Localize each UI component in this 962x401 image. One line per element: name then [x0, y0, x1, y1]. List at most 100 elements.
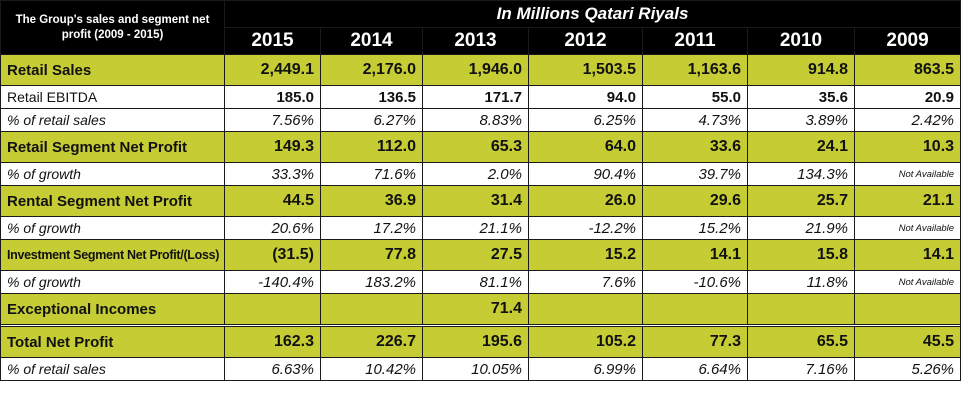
value-cell: 27.5	[423, 240, 529, 271]
value-cell: 81.1%	[423, 271, 529, 294]
financial-table: The Group's sales and segment net profit…	[0, 0, 961, 381]
table-row-investment-segment-net-profit-loss: Investment Segment Net Profit/(Loss) (31.…	[1, 240, 961, 271]
value-cell: 20.6%	[225, 217, 321, 240]
row-label: Investment Segment Net Profit/(Loss)	[1, 240, 225, 271]
value-cell: 90.4%	[529, 163, 643, 186]
value-cell: 14.1	[643, 240, 748, 271]
row-label: Rental Segment Net Profit	[1, 186, 225, 217]
table-row-of-growth: % of growth 33.3% 71.6% 2.0% 90.4% 39.7% 134.3…	[1, 163, 961, 186]
value-cell	[855, 294, 961, 325]
row-label: Exceptional Incomes	[1, 294, 225, 325]
table-row-rental-segment-net-profit: Rental Segment Net Profit 44.5 36.9 31.4 26.…	[1, 186, 961, 217]
value-cell: 17.2%	[321, 217, 423, 240]
row-label: Retail EBITDA	[1, 86, 225, 109]
value-cell: 10.42%	[321, 358, 423, 381]
value-cell: 226.7	[321, 327, 423, 358]
row-label: % of retail sales	[1, 358, 225, 381]
value-cell: 6.99%	[529, 358, 643, 381]
value-cell: 105.2	[529, 327, 643, 358]
value-cell: Not Available	[855, 217, 961, 240]
value-cell: 5.26%	[855, 358, 961, 381]
year-header: 2014	[321, 28, 423, 55]
value-cell: 6.64%	[643, 358, 748, 381]
value-cell: 2,449.1	[225, 55, 321, 86]
value-cell: 134.3%	[748, 163, 855, 186]
units-label: In Millions Qatari Riyals	[225, 1, 961, 28]
value-cell: 183.2%	[321, 271, 423, 294]
year-header: 2009	[855, 28, 961, 55]
table-row-total-net-profit: Total Net Profit 162.3 226.7 195.6 105.2 77.3…	[1, 327, 961, 358]
value-cell: 15.8	[748, 240, 855, 271]
value-cell: 6.25%	[529, 109, 643, 132]
value-cell: (31.5)	[225, 240, 321, 271]
year-header: 2012	[529, 28, 643, 55]
table-row-retail-sales: Retail Sales 2,449.1 2,176.0 1,946.0 1,503.5…	[1, 55, 961, 86]
value-cell: 33.6	[643, 132, 748, 163]
value-cell: 44.5	[225, 186, 321, 217]
value-cell: 21.9%	[748, 217, 855, 240]
value-cell: 3.89%	[748, 109, 855, 132]
table-row-of-retail-sales: % of retail sales 7.56% 6.27% 8.83% 6.25% 4.7…	[1, 109, 961, 132]
value-cell: 171.7	[423, 86, 529, 109]
table-title: The Group's sales and segment net profit…	[1, 1, 225, 55]
row-label: Total Net Profit	[1, 327, 225, 358]
value-cell: 8.83%	[423, 109, 529, 132]
table-row-exceptional-incomes: Exceptional Incomes 71.4	[1, 294, 961, 325]
value-cell: 2.42%	[855, 109, 961, 132]
value-cell: 94.0	[529, 86, 643, 109]
year-header: 2010	[748, 28, 855, 55]
value-cell: 1,163.6	[643, 55, 748, 86]
value-cell: -10.6%	[643, 271, 748, 294]
value-cell: Not Available	[855, 163, 961, 186]
value-cell	[529, 294, 643, 325]
value-cell: 10.05%	[423, 358, 529, 381]
value-cell: 36.9	[321, 186, 423, 217]
value-cell: 914.8	[748, 55, 855, 86]
value-cell: 185.0	[225, 86, 321, 109]
value-cell: 65.3	[423, 132, 529, 163]
value-cell: 10.3	[855, 132, 961, 163]
value-cell: 7.6%	[529, 271, 643, 294]
value-cell	[748, 294, 855, 325]
value-cell: 45.5	[855, 327, 961, 358]
year-header: 2015	[225, 28, 321, 55]
table-row-retail-ebitda: Retail EBITDA 185.0 136.5 171.7 94.0 55.0 35.6…	[1, 86, 961, 109]
table-body: Retail Sales 2,449.1 2,176.0 1,946.0 1,503.5…	[1, 55, 961, 381]
value-cell: 71.6%	[321, 163, 423, 186]
value-cell: 15.2	[529, 240, 643, 271]
value-cell: 29.6	[643, 186, 748, 217]
value-cell: 14.1	[855, 240, 961, 271]
value-cell: 11.8%	[748, 271, 855, 294]
value-cell: 195.6	[423, 327, 529, 358]
value-cell: 149.3	[225, 132, 321, 163]
value-cell: 21.1	[855, 186, 961, 217]
value-cell: 7.56%	[225, 109, 321, 132]
value-cell: 2,176.0	[321, 55, 423, 86]
header-row-units: The Group's sales and segment net profit…	[1, 1, 961, 28]
value-cell: 15.2%	[643, 217, 748, 240]
value-cell: 25.7	[748, 186, 855, 217]
value-cell: -12.2%	[529, 217, 643, 240]
value-cell: 55.0	[643, 86, 748, 109]
table-row-of-growth: % of growth -140.4% 183.2% 81.1% 7.6% -10.6% 1…	[1, 271, 961, 294]
value-cell: 20.9	[855, 86, 961, 109]
value-cell: 21.1%	[423, 217, 529, 240]
value-cell: 112.0	[321, 132, 423, 163]
row-label: % of growth	[1, 271, 225, 294]
value-cell: Not Available	[855, 271, 961, 294]
row-label: % of growth	[1, 217, 225, 240]
value-cell: 162.3	[225, 327, 321, 358]
row-label: % of retail sales	[1, 109, 225, 132]
row-label: Retail Segment Net Profit	[1, 132, 225, 163]
value-cell: 77.3	[643, 327, 748, 358]
value-cell: 6.63%	[225, 358, 321, 381]
year-header: 2013	[423, 28, 529, 55]
table-row-of-growth: % of growth 20.6% 17.2% 21.1% -12.2% 15.2% 21.…	[1, 217, 961, 240]
row-label: % of growth	[1, 163, 225, 186]
value-cell	[321, 294, 423, 325]
value-cell: 6.27%	[321, 109, 423, 132]
value-cell: -140.4%	[225, 271, 321, 294]
value-cell: 24.1	[748, 132, 855, 163]
value-cell: 77.8	[321, 240, 423, 271]
value-cell: 863.5	[855, 55, 961, 86]
